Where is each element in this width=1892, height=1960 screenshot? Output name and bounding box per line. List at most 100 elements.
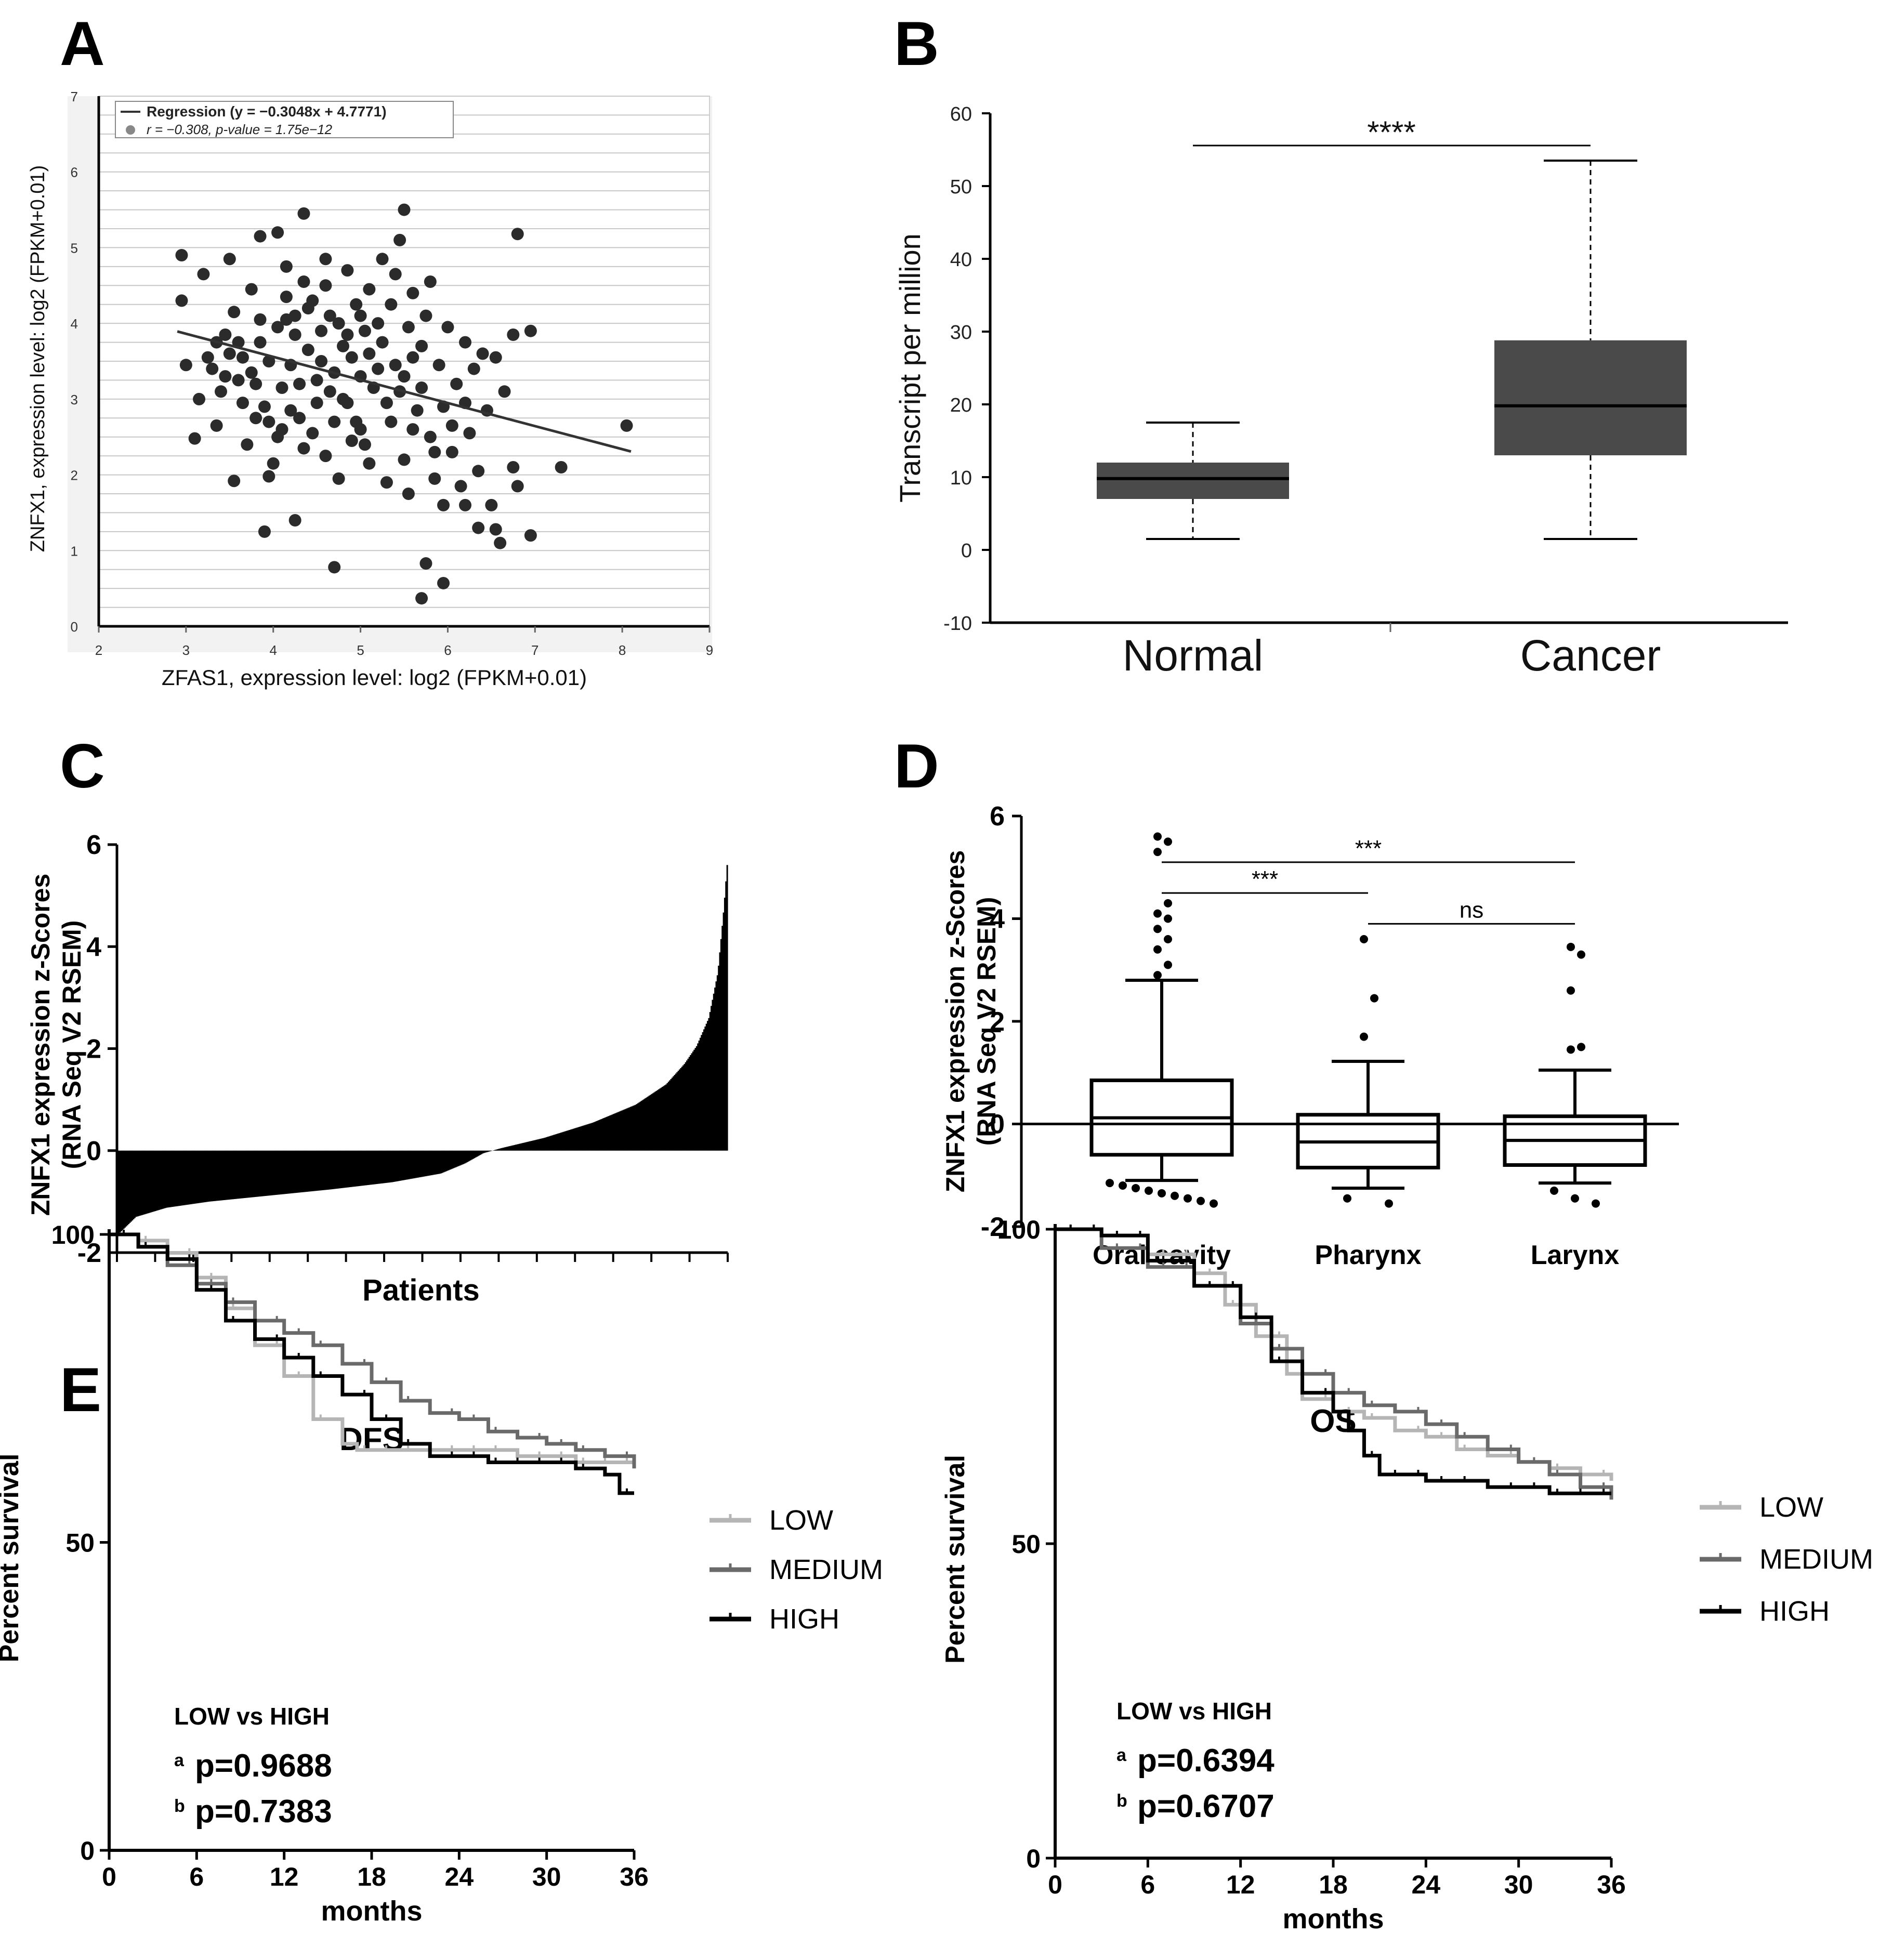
waterfall-bar bbox=[201, 1150, 203, 1203]
scatter-point bbox=[310, 397, 323, 410]
waterfall-bar bbox=[412, 1150, 414, 1179]
scatter-point bbox=[258, 525, 271, 538]
scatter-point bbox=[415, 592, 428, 605]
waterfall-bar bbox=[224, 1150, 226, 1200]
waterfall-bar bbox=[133, 1150, 135, 1219]
waterfall-bar bbox=[471, 1150, 473, 1160]
waterfall-bar bbox=[624, 1109, 626, 1151]
waterfall-bar bbox=[157, 1150, 159, 1211]
waterfall-bar bbox=[247, 1150, 249, 1198]
scatter-point bbox=[363, 283, 376, 296]
waterfall-bar bbox=[200, 1150, 202, 1203]
scatter-point bbox=[262, 470, 275, 483]
waterfall-bar bbox=[534, 1140, 536, 1151]
waterfall-bar bbox=[445, 1150, 448, 1172]
waterfall-bar bbox=[477, 1150, 479, 1156]
waterfall-bar bbox=[215, 1150, 216, 1201]
waterfall-bar bbox=[294, 1150, 296, 1193]
box-d-category-label: Larynx bbox=[1531, 1240, 1620, 1270]
waterfall-bar bbox=[351, 1150, 353, 1187]
dfs-x-axis-title: months bbox=[321, 1896, 423, 1927]
dfs-x-tick-label: 36 bbox=[620, 1862, 649, 1891]
waterfall-bar bbox=[356, 1150, 358, 1187]
waterfall-bar bbox=[300, 1150, 302, 1193]
waterfall-bar bbox=[479, 1150, 481, 1155]
waterfall-bar bbox=[639, 1101, 641, 1151]
scatter-point bbox=[424, 430, 437, 443]
scatter-point bbox=[288, 514, 301, 527]
scatter-point bbox=[193, 392, 206, 405]
waterfall-bar bbox=[498, 1149, 500, 1151]
waterfall-bar bbox=[487, 1150, 489, 1152]
waterfall-bar bbox=[240, 1150, 242, 1199]
waterfall-bar bbox=[163, 1150, 165, 1209]
waterfall-y-tick-label: 2 bbox=[86, 1034, 101, 1064]
scatter-point bbox=[472, 465, 485, 478]
waterfall-bar bbox=[616, 1112, 619, 1151]
waterfall-bar bbox=[411, 1150, 413, 1179]
dfs-stats-b-superscript: b bbox=[174, 1796, 185, 1816]
waterfall-bar bbox=[722, 912, 725, 1151]
waterfall-bar bbox=[311, 1150, 313, 1192]
waterfall-bar bbox=[604, 1117, 606, 1151]
waterfall-bar bbox=[216, 1150, 218, 1201]
scatter-x-tick-label: 4 bbox=[269, 642, 277, 658]
waterfall-bar bbox=[628, 1107, 630, 1151]
waterfall-bar bbox=[344, 1150, 346, 1188]
scatter-point bbox=[228, 306, 241, 319]
waterfall-bar bbox=[419, 1150, 422, 1177]
waterfall-bar bbox=[511, 1145, 513, 1151]
scatter-y-tick-label: 7 bbox=[71, 89, 78, 104]
waterfall-bar bbox=[553, 1135, 555, 1151]
waterfall-bar bbox=[426, 1150, 428, 1176]
waterfall-bar bbox=[241, 1150, 243, 1199]
waterfall-bar bbox=[161, 1150, 163, 1209]
waterfall-bar bbox=[174, 1150, 176, 1207]
waterfall-bar bbox=[164, 1150, 166, 1208]
box-d-outlier bbox=[1153, 925, 1162, 933]
waterfall-bar bbox=[626, 1108, 628, 1151]
waterfall-bar bbox=[608, 1116, 610, 1151]
panel-b-boxplot: -10 0 10 20 30 40 50 60 Transcript per million No… bbox=[894, 103, 1788, 680]
scatter-point bbox=[236, 351, 249, 364]
box-d-outlier bbox=[1153, 945, 1162, 954]
waterfall-bar bbox=[280, 1150, 282, 1194]
waterfall-bar bbox=[475, 1150, 477, 1158]
waterfall-bar bbox=[630, 1107, 632, 1151]
box-b-category-label: Cancer bbox=[1520, 631, 1661, 680]
os-curve-high bbox=[1055, 1227, 1611, 1495]
box-d-outlier bbox=[1360, 935, 1368, 943]
waterfall-bar bbox=[154, 1150, 156, 1211]
scatter-point bbox=[319, 279, 332, 292]
waterfall-bar bbox=[379, 1150, 382, 1184]
waterfall-bar bbox=[638, 1102, 640, 1151]
scatter-point bbox=[301, 302, 314, 314]
waterfall-bar bbox=[663, 1086, 665, 1151]
waterfall-bar bbox=[366, 1150, 368, 1186]
os-x-tick-label: 24 bbox=[1412, 1870, 1441, 1899]
dfs-x-tick-label: 12 bbox=[270, 1862, 299, 1891]
dfs-x-tick-label: 18 bbox=[357, 1862, 386, 1891]
waterfall-bar bbox=[654, 1091, 656, 1151]
waterfall-bar bbox=[503, 1147, 505, 1151]
scatter-point bbox=[328, 415, 341, 428]
waterfall-bar bbox=[192, 1150, 194, 1204]
legend-stats-label: r = −0.308, p-value = 1.75e−12 bbox=[147, 122, 333, 137]
waterfall-bar bbox=[177, 1150, 179, 1206]
waterfall-bar bbox=[391, 1150, 393, 1182]
waterfall-bar bbox=[348, 1150, 350, 1188]
waterfall-bar bbox=[334, 1150, 336, 1189]
waterfall-bar bbox=[329, 1150, 331, 1190]
waterfall-bar bbox=[275, 1150, 278, 1195]
waterfall-bar bbox=[699, 1037, 701, 1151]
waterfall-bar bbox=[162, 1150, 164, 1209]
dfs-curve-high bbox=[109, 1232, 634, 1495]
waterfall-bar bbox=[527, 1141, 529, 1151]
scatter-point bbox=[315, 355, 328, 367]
scatter-point bbox=[236, 397, 249, 410]
waterfall-bar bbox=[317, 1150, 319, 1191]
waterfall-bar bbox=[383, 1150, 385, 1183]
scatter-point bbox=[201, 351, 214, 364]
waterfall-bar bbox=[681, 1067, 683, 1151]
waterfall-bar bbox=[449, 1150, 451, 1170]
